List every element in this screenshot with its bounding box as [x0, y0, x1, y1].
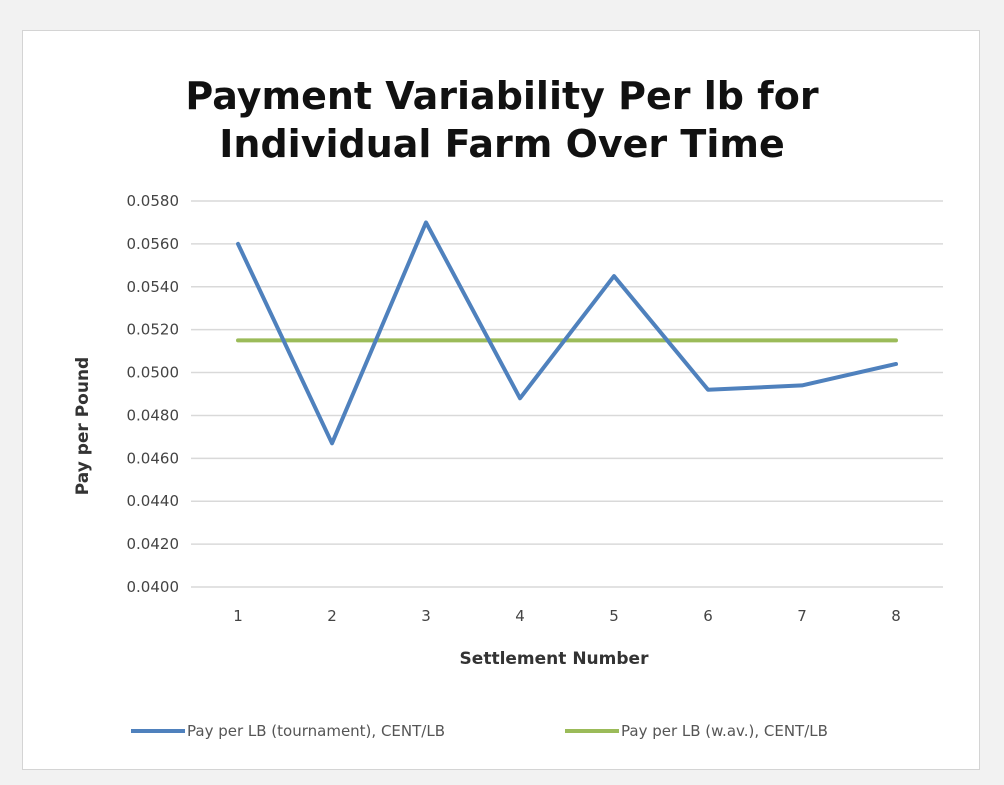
legend-label-1: Pay per LB (w.av.), CENT/LB [621, 722, 828, 740]
chart-title-line-2: Individual Farm Over Time [219, 122, 784, 166]
chart-title: Payment Variability Per lb for Individua… [185, 74, 818, 166]
x-tick-label: 7 [797, 607, 807, 625]
y-tick-label: 0.0540 [127, 278, 180, 296]
y-tick-label: 0.0460 [127, 449, 180, 467]
grid-lines [191, 200, 943, 588]
x-axis-tick-labels: 1 2 3 4 5 6 7 8 [233, 607, 901, 625]
legend-label-0: Pay per LB (tournament), CENT/LB [187, 722, 445, 740]
legend: Pay per LB (tournament), CENT/LB Pay per … [131, 722, 828, 740]
y-tick-label: 0.0500 [127, 364, 180, 382]
x-tick-label: 6 [703, 607, 713, 625]
chart-frame: Payment Variability Per lb for Individua… [22, 30, 980, 770]
x-tick-label: 8 [891, 607, 901, 625]
y-tick-label: 0.0520 [127, 321, 180, 339]
x-tick-label: 4 [515, 607, 525, 625]
y-tick-label: 0.0580 [127, 192, 180, 210]
x-tick-label: 1 [233, 607, 243, 625]
chart-svg: Payment Variability Per lb for Individua… [73, 74, 943, 740]
series-lines [236, 220, 898, 446]
series-line-0 [236, 220, 898, 446]
y-tick-label: 0.0560 [127, 235, 180, 253]
x-tick-label: 5 [609, 607, 619, 625]
y-tick-label: 0.0440 [127, 492, 180, 510]
y-axis-tick-labels: 0.0400 0.0420 0.0440 0.0460 0.0480 0.0500 0.05… [127, 192, 180, 596]
y-axis-title: Pay per Pound [73, 357, 93, 495]
y-tick-label: 0.0480 [127, 406, 180, 424]
x-axis-title: Settlement Number [460, 649, 650, 669]
y-tick-label: 0.0420 [127, 535, 180, 553]
chart-title-line-1: Payment Variability Per lb for [185, 74, 818, 118]
y-tick-label: 0.0400 [127, 578, 180, 596]
x-tick-label: 2 [327, 607, 337, 625]
x-tick-label: 3 [421, 607, 431, 625]
